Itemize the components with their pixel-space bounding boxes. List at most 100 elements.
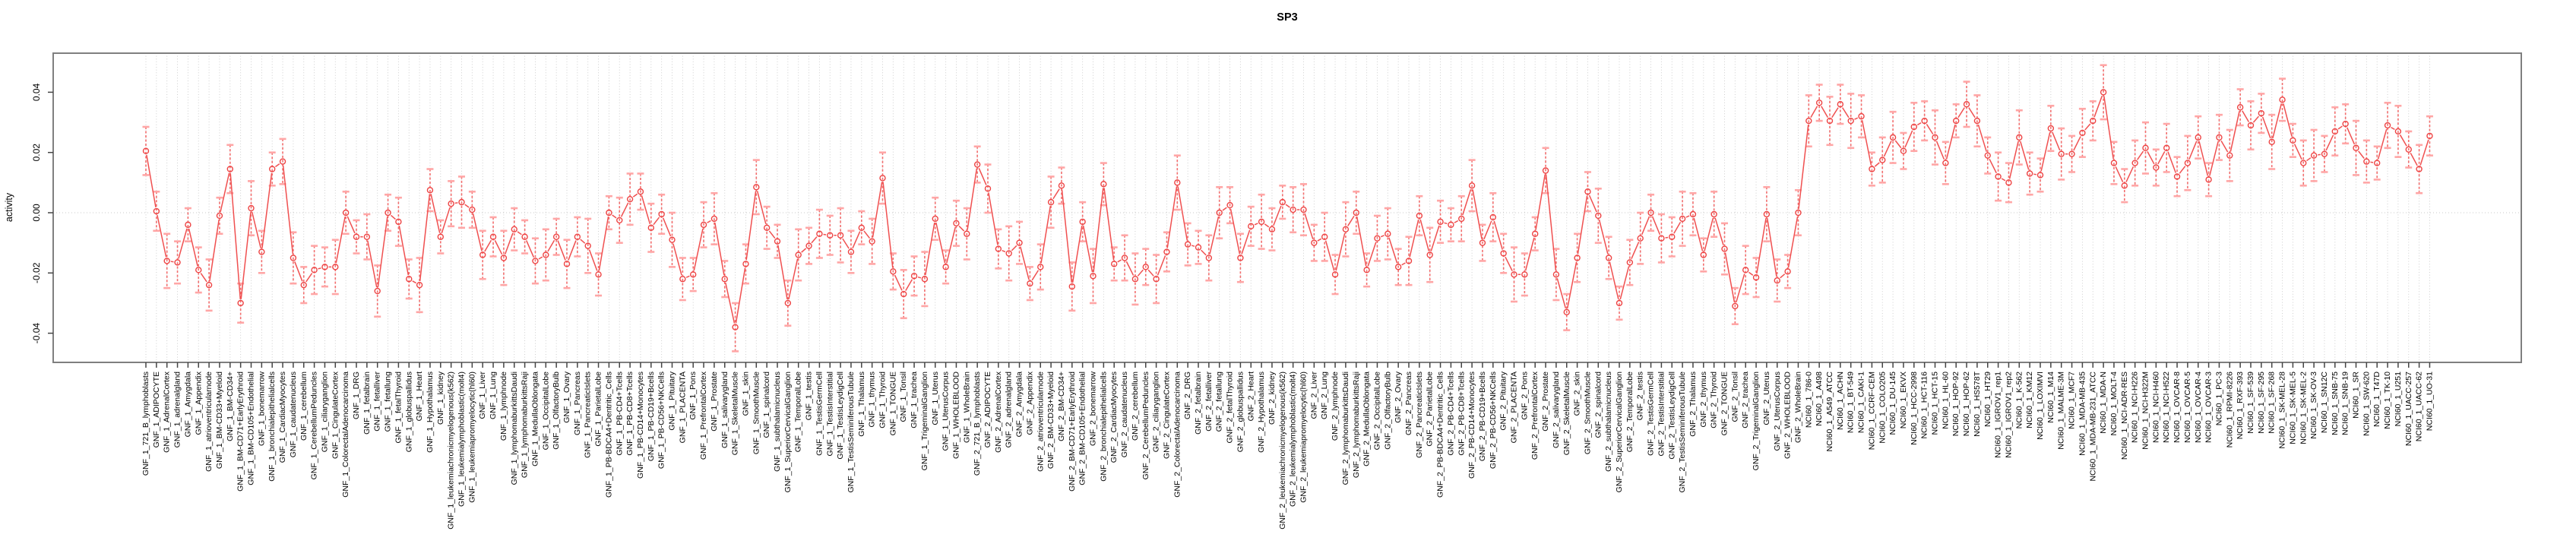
data-point (1995, 173, 2002, 180)
x-axis-label: GNF_1_globuspallidus (404, 372, 413, 452)
series-segment (347, 216, 356, 234)
x-axis-label: GNF_2_Pancreas (1404, 372, 1413, 435)
x-axis-label: GNF_2_skin (1573, 372, 1582, 416)
series-segment (441, 207, 451, 233)
series-segment (1483, 220, 1492, 240)
y-tick-label: -0.04 (31, 323, 42, 344)
x-axis-label: GNF_1_Pancreas (573, 372, 582, 435)
x-axis-label: GNF_1_adrenalgland (173, 372, 182, 448)
data-point (1500, 250, 1507, 257)
series-segment (811, 236, 818, 244)
data-point (1068, 283, 1076, 290)
series-segment (2209, 141, 2219, 176)
x-axis-label: GNF_1_AdrenalCortex (163, 371, 172, 453)
x-axis-label: GNF_2_AdrenalCortex (994, 371, 1003, 453)
data-point (910, 273, 918, 280)
series-segment (946, 226, 956, 264)
data-point (1237, 255, 1244, 261)
data-point (237, 299, 244, 307)
data-point (1574, 255, 1581, 261)
data-point (1174, 179, 1181, 186)
data-point (1858, 112, 1865, 120)
data-point (1710, 210, 1717, 218)
data-point (1952, 117, 1960, 125)
x-axis-label: GNF_2_globuspallidus (1236, 372, 1245, 452)
data-point (2405, 146, 2412, 153)
data-point (1268, 226, 1276, 233)
series-segment (1137, 269, 1144, 277)
data-point (2163, 144, 2170, 151)
series-segment (1040, 206, 1052, 264)
series-segment (568, 240, 577, 261)
series-segment (1335, 232, 1346, 271)
series-segment (1052, 188, 1060, 200)
series-segment (1977, 124, 1987, 152)
series-segment (318, 267, 321, 270)
data-point (1837, 101, 1844, 108)
series-segment (367, 240, 378, 288)
data-point (1637, 235, 1644, 242)
series-segment (612, 214, 617, 219)
data-point (626, 195, 634, 203)
x-axis-labels: GNF_1_721_B_lymphoblasts GNF_1_ADIPOCYTE G… (141, 371, 2434, 530)
data-point (216, 212, 223, 220)
series-segment (2052, 131, 2061, 151)
data-point (1216, 209, 1223, 217)
x-axis-label: GNF_2_DRG (1183, 372, 1192, 419)
data-point (953, 220, 960, 227)
x-axis-label: NCI60_1_NCI-H226 (2131, 372, 2140, 443)
x-axis-label: GNF_2_BM-CD33+Myeloid (1046, 372, 1055, 469)
series-segment (2147, 150, 2155, 165)
x-axis-label: GNF_1_Prostate (710, 372, 719, 432)
data-point (1689, 210, 1697, 218)
series-segment (419, 194, 431, 282)
series-segment (1409, 219, 1419, 258)
series-segment (2410, 152, 2418, 166)
series-segment (2252, 115, 2259, 123)
series-segment (2419, 139, 2429, 166)
data-point (890, 268, 897, 275)
x-axis-label: GNF_1_testis (805, 372, 814, 420)
x-axis-label: GNF_2_PancreaticIslets (1415, 372, 1424, 458)
x-axis-label: GNF_2_TestisGermCell (1647, 372, 1656, 456)
x-axis-label: GNF_1_PancreaticIslets (584, 372, 593, 458)
series-segment (580, 239, 586, 244)
data-point (2373, 160, 2381, 166)
x-axis-label: GNF_2_ColorectalAdenocarcinoma (1172, 372, 1182, 498)
series-segment (852, 231, 861, 249)
series-segment (1304, 213, 1314, 239)
data-point (1184, 241, 1191, 248)
data-point (363, 233, 371, 240)
x-axis-label: NCI60_1_SK-OV-3 (2309, 372, 2318, 439)
series-segment (1229, 209, 1241, 255)
x-axis-label: GNF_1_SmoothMuscle (752, 372, 761, 454)
data-point (1121, 255, 1128, 261)
series-segment (777, 245, 788, 299)
data-point (1521, 271, 1528, 278)
series-segment (1177, 186, 1188, 241)
x-axis-label: GNF_2_leukemiachronicmyelogenous(k562) (1278, 372, 1287, 530)
series-segment (620, 202, 629, 217)
data-point (2142, 144, 2149, 151)
x-axis-label: GNF_2_trachea (1741, 372, 1750, 428)
data-point (500, 255, 508, 261)
x-axis-label: GNF_1_subthalamicnucleus (773, 372, 782, 472)
x-axis-label: GNF_2_atrioventricularnode (1036, 372, 1045, 472)
data-point (290, 255, 297, 261)
series-segment (494, 240, 503, 255)
data-point (1090, 273, 1097, 280)
data-point (1416, 212, 1423, 220)
x-axis-label: GNF_2_PB-CD8+Tcells (1457, 372, 1466, 456)
x-axis-label: GNF_1_TemporalLobe (794, 372, 803, 452)
series-segment (1454, 220, 1459, 223)
x-axis-label: NCI60_1_NCI-H522 (2162, 372, 2171, 443)
series-segment (472, 213, 483, 251)
series-segment (2073, 136, 2081, 151)
series-segment (1209, 216, 1220, 255)
data-point (595, 271, 602, 278)
series-segment (261, 172, 273, 248)
data-point (1626, 259, 1634, 266)
x-axis-label: NCI60_1_SK-MEL-2 (2299, 372, 2308, 444)
x-axis-label: GNF_1_SkeletalMuscle (731, 372, 740, 455)
data-point (816, 230, 823, 237)
